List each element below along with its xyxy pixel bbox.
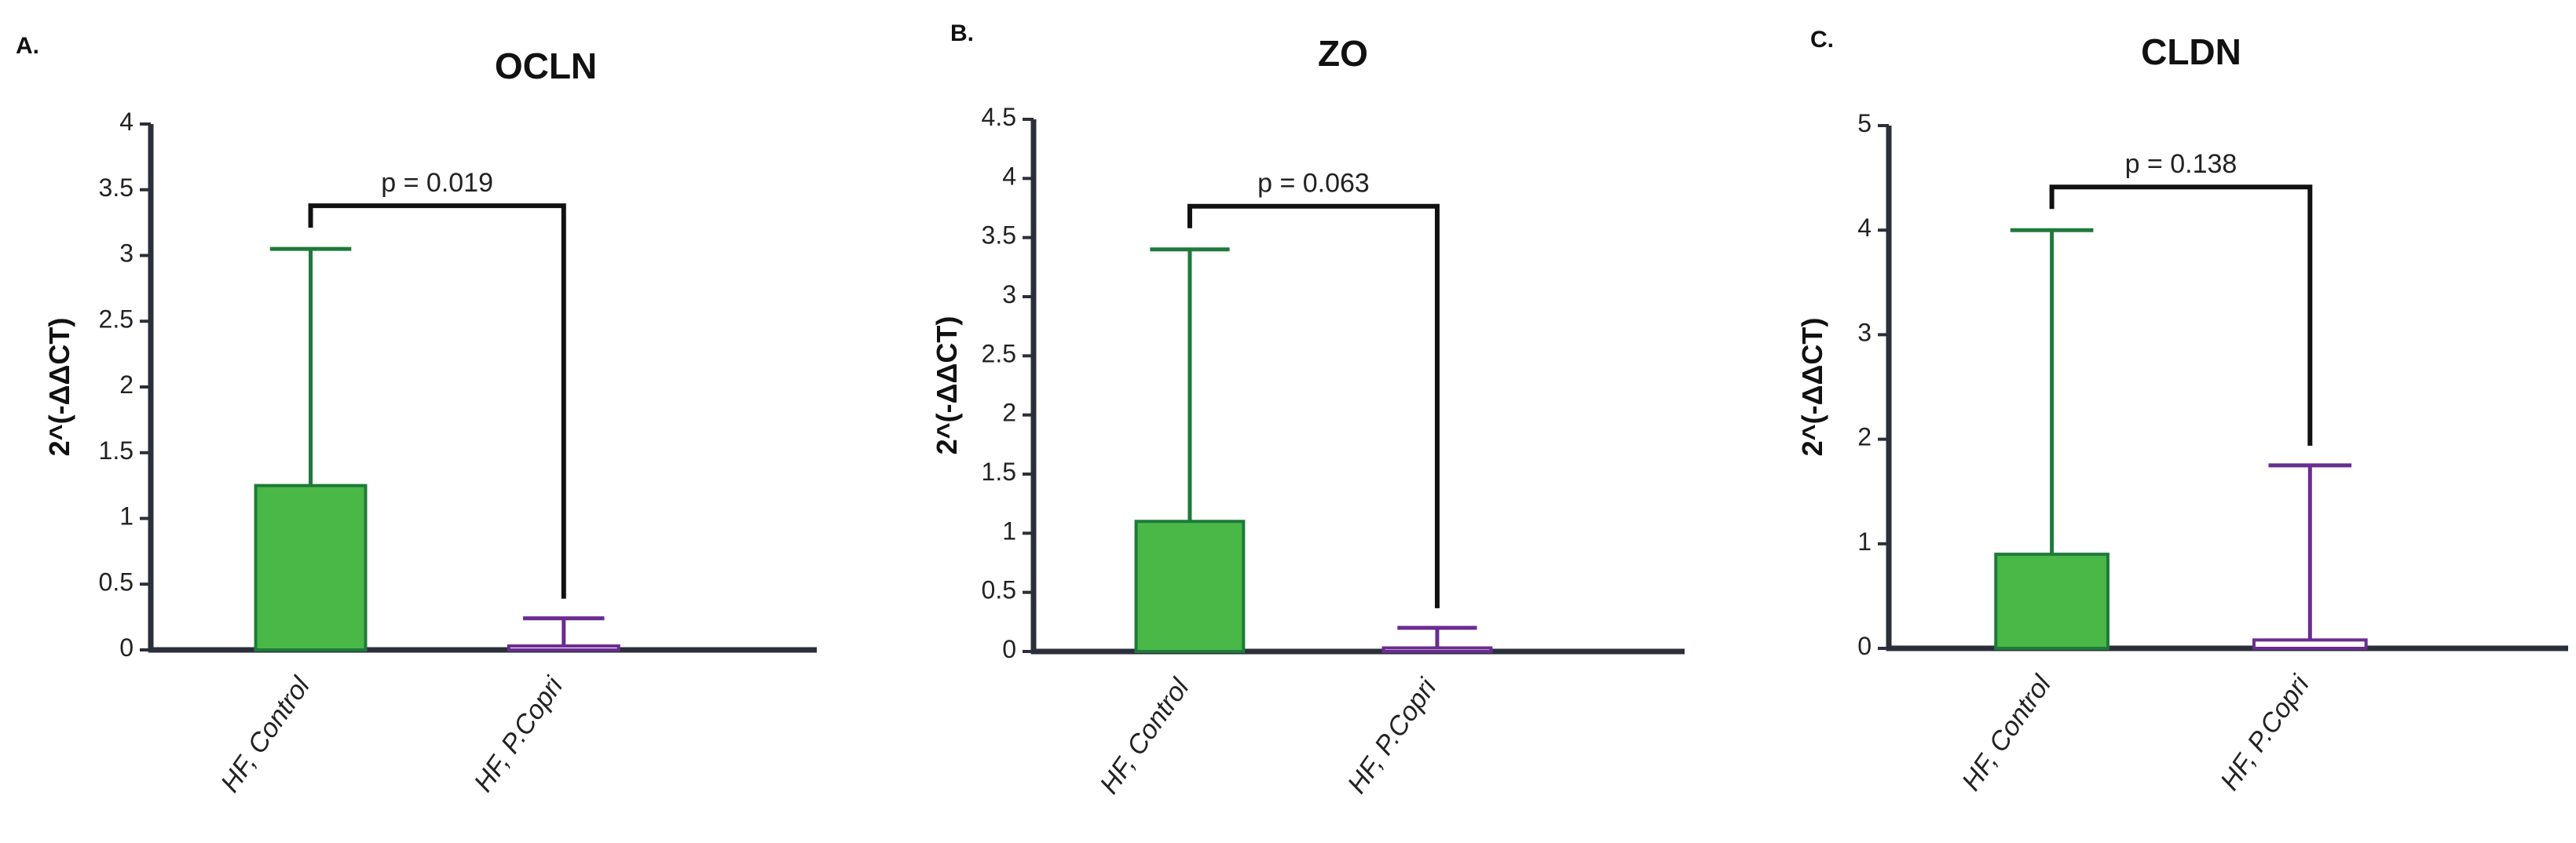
significance-bracket: [308, 203, 566, 599]
chart-panel-1: B. ZO 2^(-ΔΔCT) 0 0.5 1 1.5 2 2.5 3 3.5 4 4.5 HF, Con…: [931, 20, 1685, 799]
y-axis-label: 2^(-ΔΔCT): [43, 318, 75, 457]
bar-pcopri: [2252, 638, 2368, 650]
category-label: HF, Control: [215, 671, 317, 798]
y-tick-label: 0.5: [982, 576, 1016, 604]
significance-bracket: [2049, 184, 2313, 446]
bar-control: [1994, 553, 2109, 650]
y-tick-label: 0: [1857, 632, 1872, 660]
p-value-label: p = 0.138: [2125, 149, 2238, 179]
chart-title: CLDN: [2141, 31, 2241, 72]
chart-panel-0: A. OCLN 2^(-ΔΔCT) 0 0.5 1 1.5 2 2.5 3 3.5 4 HF, Cont…: [16, 33, 817, 797]
category-label: HF, P.Copri: [468, 671, 569, 797]
y-tick-label: 1.5: [982, 458, 1016, 486]
y-tick-label: 4.5: [982, 103, 1016, 131]
y-tick-label: 1: [1857, 527, 1872, 556]
y-tick-label: 3: [1002, 280, 1016, 308]
y-tick-label: 0: [1002, 635, 1016, 663]
y-tick-label: 0.5: [99, 567, 134, 596]
y-tick-label: 3.5: [99, 173, 134, 202]
panel-letter: C.: [1810, 27, 1834, 53]
category-label: HF, Control: [1094, 673, 1195, 800]
y-tick-label: 2.5: [982, 339, 1016, 367]
y-axis-label: 2^(-ΔΔCT): [1796, 318, 1828, 457]
chart-title: OCLN: [495, 46, 597, 86]
category-label: HF, P.Copri: [2215, 670, 2316, 796]
y-tick-label: 1.5: [99, 436, 134, 465]
y-tick-label: 3: [119, 239, 134, 268]
y-axis-label: 2^(-ΔΔCT): [931, 316, 963, 455]
bar-pcopri: [1381, 646, 1493, 653]
y-tick-label: 1: [119, 502, 134, 531]
category-label: HF, P.Copri: [1342, 673, 1444, 799]
category-label: HF, Control: [1956, 670, 2058, 797]
chart-title: ZO: [1318, 33, 1368, 74]
y-tick-label: 3: [1857, 318, 1872, 346]
y-tick-label: 2.5: [99, 305, 134, 333]
y-tick-label: 0: [119, 633, 134, 662]
p-value-label: p = 0.063: [1257, 169, 1370, 199]
bar-control: [254, 484, 368, 651]
panel-letter: A.: [16, 33, 39, 59]
y-tick-label: 2: [1002, 399, 1016, 427]
y-tick-label: 4: [119, 108, 134, 136]
y-tick-label: 5: [1857, 109, 1872, 137]
chart-panel-2: C. CLDN 2^(-ΔΔCT) 0 1 2 3 4 5 HF, Control HF, P.Co…: [1796, 27, 2568, 796]
panel-letter: B.: [950, 20, 974, 46]
significance-bracket: [1187, 203, 1440, 608]
bar-control: [1134, 520, 1246, 653]
bar-pcopri: [507, 644, 620, 651]
y-tick-label: 2: [1857, 423, 1872, 451]
y-tick-label: 4: [1857, 213, 1872, 242]
y-tick-label: 4: [1002, 162, 1016, 190]
y-tick-label: 1: [1002, 516, 1016, 545]
p-value-label: p = 0.019: [381, 168, 493, 198]
y-tick-label: 2: [119, 370, 134, 399]
y-tick-label: 3.5: [982, 221, 1016, 250]
